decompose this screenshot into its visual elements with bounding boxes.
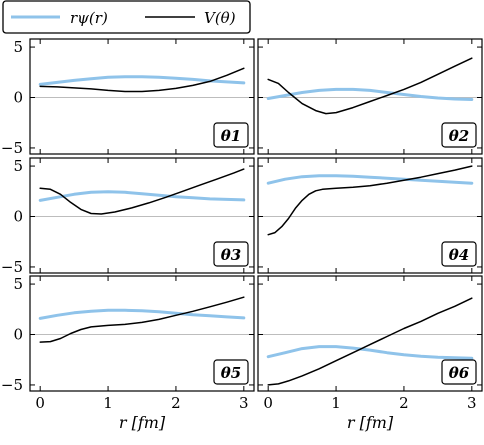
x-axis-title-left: r [fm] [119, 413, 166, 432]
potential-line-panel-2 [267, 57, 473, 115]
legend-box [2, 0, 251, 34]
panel-label: θ2 [449, 127, 469, 145]
panel-label-box [441, 241, 477, 267]
x-tick-label: 0 [35, 394, 45, 412]
x-tick-label: 3 [467, 394, 477, 412]
panel-frame [257, 275, 483, 392]
potential-line-panel-1 [39, 67, 245, 93]
y-tick-label: 0 [13, 208, 23, 226]
x-tick-label: 3 [239, 394, 249, 412]
y-tick-label: 0 [13, 89, 23, 107]
y-tick-label: 0 [13, 326, 23, 344]
potential-line-panel-4 [267, 165, 473, 236]
y-tick-label: −5 [1, 376, 23, 394]
y-tick-label: −5 [1, 258, 23, 276]
y-tick-label: 5 [13, 275, 23, 293]
panel-frame [29, 157, 255, 274]
panel-label: θ4 [449, 246, 469, 264]
panel-label-box [213, 359, 249, 385]
panel-frame [257, 38, 483, 155]
panel-4: θ4 [257, 157, 483, 274]
y-tick-label: 5 [13, 38, 23, 56]
panel-frame [29, 275, 255, 392]
x-tick-label: 2 [171, 394, 181, 412]
x-axis-title-right: r [fm] [347, 413, 394, 432]
legend: rψ(r) V(θ) [2, 0, 251, 34]
panel-label: θ5 [221, 364, 241, 382]
wavefunction-line-panel-5 [38, 308, 246, 320]
panel-grid: 5 0 −5 θ1 θ2 5 0 −5 θ3 θ4 5 0 −5 0 1 2 3 θ5 0 1 2 3 θ6 [1, 38, 483, 412]
potential-line-panel-5 [39, 296, 245, 343]
wavefunction-line-panel-3 [38, 190, 246, 202]
panel-2: θ2 [257, 38, 483, 155]
panel-label: θ3 [221, 246, 241, 264]
panel-label-box [441, 122, 477, 148]
wavefunction-line-panel-4 [266, 174, 474, 185]
panel-3: 5 0 −5 θ3 [1, 157, 255, 276]
legend-label-wavefunction: rψ(r) [70, 9, 108, 27]
panel-6: 0 1 2 3 θ6 [257, 275, 483, 412]
y-tick-label: −5 [1, 139, 23, 157]
panel-label: θ1 [221, 127, 241, 145]
x-tick-label: 0 [263, 394, 273, 412]
panel-label: θ6 [449, 364, 470, 382]
y-tick-label: 5 [13, 157, 23, 175]
wavefunction-line-panel-6 [266, 345, 474, 360]
x-tick-label: 2 [399, 394, 409, 412]
panel-5: 5 0 −5 0 1 2 3 θ5 [1, 275, 255, 412]
panel-frame [257, 157, 483, 274]
panel-label-box [213, 122, 249, 148]
x-tick-label: 1 [103, 394, 113, 412]
x-tick-label: 1 [331, 394, 341, 412]
panel-label-box [213, 241, 249, 267]
legend-label-potential: V(θ) [204, 9, 236, 27]
wavefunction-line-panel-2 [266, 87, 474, 101]
potential-line-panel-6 [267, 297, 473, 386]
panel-frame [29, 38, 255, 155]
potential-line-panel-3 [39, 168, 245, 215]
panel-label-box [441, 359, 477, 385]
panel-1: 5 0 −5 θ1 [1, 38, 255, 157]
